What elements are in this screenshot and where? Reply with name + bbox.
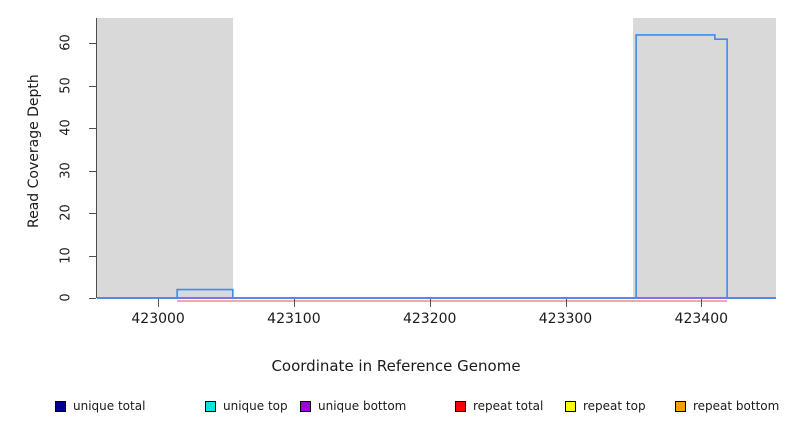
x-tick-label: 423200 (402, 311, 457, 327)
x-tick-mark (565, 299, 567, 307)
legend-item: repeat total (455, 396, 543, 416)
legend-item: repeat bottom (675, 396, 779, 416)
y-tick-mark (89, 255, 96, 257)
y-tick-mark (89, 85, 96, 87)
square-swatch-icon (55, 400, 66, 412)
y-tick-label: 20 (58, 204, 74, 221)
x-tick-mark (429, 299, 431, 307)
legend-item: unique total (55, 396, 145, 416)
y-tick-mark (89, 43, 96, 45)
x-axis-title: Coordinate in Reference Genome (271, 357, 521, 375)
legend-item-label: unique bottom (318, 399, 407, 413)
x-tick-label: 423300 (538, 311, 593, 327)
y-tick-mark (89, 298, 96, 299)
legend: unique total unique top unique bottom repea… (0, 396, 792, 420)
y-tick-mark (89, 128, 96, 130)
y-tick-label: 40 (58, 119, 74, 137)
y-tick-label: 0 (58, 293, 74, 302)
y-axis-title: Read Coverage Depth (26, 74, 42, 228)
repeat-region-band (633, 18, 776, 298)
y-tick-mark (89, 213, 96, 215)
y-tick-label: 10 (58, 246, 74, 264)
square-swatch-icon (675, 400, 686, 412)
legend-item-label: unique total (73, 399, 146, 413)
y-axis-line (96, 18, 97, 298)
y-tick-mark (89, 170, 96, 172)
square-swatch-icon (300, 400, 311, 412)
plot-area (97, 18, 776, 298)
x-tick-mark (293, 299, 295, 307)
square-swatch-icon (455, 400, 466, 412)
y-tick-label: 60 (58, 34, 74, 52)
x-tick-label: 423100 (267, 311, 321, 327)
y-tick-label: 50 (58, 77, 74, 94)
y-tick-label: 30 (58, 161, 74, 179)
x-tick-label: 423000 (131, 311, 185, 327)
legend-item: unique bottom (300, 396, 406, 416)
repeat-region-band (97, 18, 233, 298)
square-swatch-icon (205, 400, 216, 412)
square-swatch-icon (565, 400, 576, 412)
legend-item-label: repeat total (473, 399, 544, 413)
legend-item-label: repeat bottom (693, 399, 780, 413)
coverage-series-layer (97, 18, 776, 298)
series-line-unique-total (97, 35, 776, 298)
x-tick-mark (701, 299, 703, 307)
x-tick-label: 423400 (674, 311, 729, 327)
legend-item: unique top (205, 396, 288, 416)
x-tick-mark (158, 299, 160, 307)
legend-item: repeat top (565, 396, 646, 416)
legend-item-label: repeat top (583, 399, 646, 413)
legend-item-label: unique top (223, 399, 288, 413)
